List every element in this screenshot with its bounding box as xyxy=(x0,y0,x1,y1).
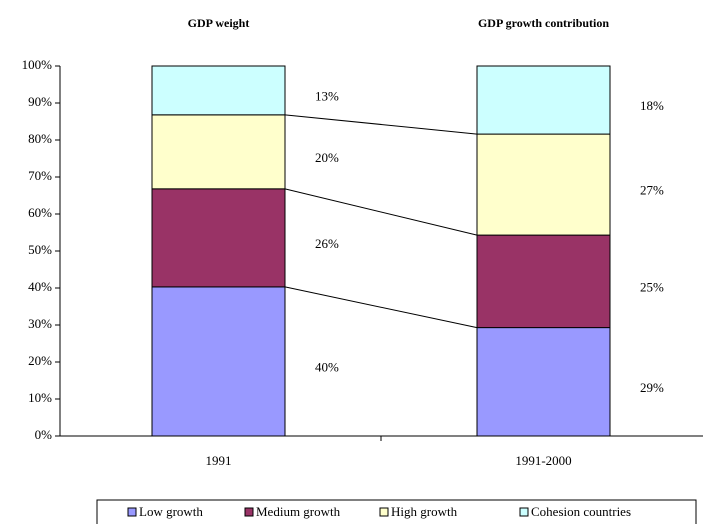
connector-line xyxy=(284,286,478,329)
y-tick-label: 90% xyxy=(28,94,52,109)
bar-segment xyxy=(476,234,611,329)
legend-label: High growth xyxy=(391,504,458,519)
bar-segment xyxy=(151,114,286,190)
connector-line xyxy=(284,188,478,236)
panel-title: GDP weight xyxy=(188,16,250,30)
data-label: 40% xyxy=(315,359,339,374)
legend-swatch xyxy=(244,507,254,517)
legend-label: Medium growth xyxy=(256,504,341,519)
legend-label: Low growth xyxy=(139,504,203,519)
legend-swatch xyxy=(379,507,389,517)
data-label: 29% xyxy=(640,380,664,395)
panel-title: GDP growth contribution xyxy=(478,16,609,30)
bar-segment xyxy=(151,286,286,437)
y-tick-label: 50% xyxy=(28,242,52,257)
data-label: 26% xyxy=(315,236,339,251)
bar-segment xyxy=(476,327,611,437)
connector-line xyxy=(284,114,478,135)
y-tick-label: 30% xyxy=(28,316,52,331)
y-tick-label: 10% xyxy=(28,390,52,405)
y-tick-label: 100% xyxy=(22,57,53,72)
data-label: 27% xyxy=(640,183,664,198)
legend-label: Cohesion countries xyxy=(531,504,631,519)
legend-box xyxy=(96,499,697,524)
bar-segment xyxy=(476,65,611,135)
legend-swatch xyxy=(127,507,137,517)
legend-swatch xyxy=(519,507,529,517)
y-tick-label: 0% xyxy=(35,427,53,442)
y-tick-label: 20% xyxy=(28,353,52,368)
x-tick-label: 1991 xyxy=(206,453,232,468)
data-label: 18% xyxy=(640,98,664,113)
data-label: 13% xyxy=(315,88,339,103)
bar-segment xyxy=(476,133,611,236)
y-tick-label: 70% xyxy=(28,168,52,183)
y-tick-label: 40% xyxy=(28,279,52,294)
y-tick-label: 80% xyxy=(28,131,52,146)
x-tick-label: 1991-2000 xyxy=(515,453,571,468)
data-label: 20% xyxy=(315,150,339,165)
bar-segment xyxy=(151,65,286,116)
data-label: 25% xyxy=(640,279,664,294)
y-tick-label: 60% xyxy=(28,205,52,220)
bar-segment xyxy=(151,188,286,288)
